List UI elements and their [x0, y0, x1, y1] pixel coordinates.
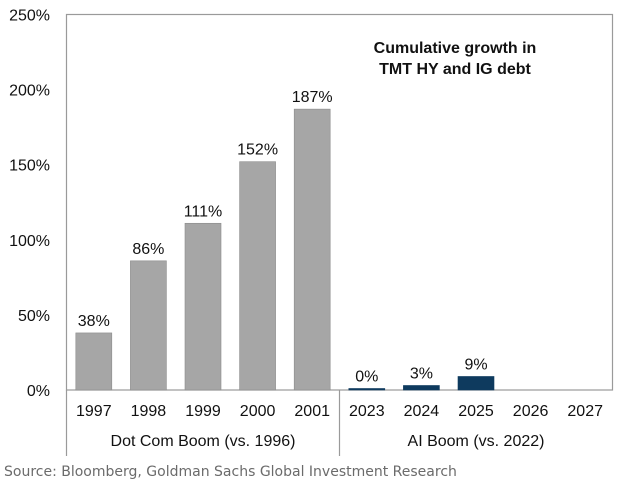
- x-tick-label: 1997: [76, 403, 112, 420]
- data-label-2001: 187%: [292, 89, 333, 106]
- bar-2023: [348, 388, 386, 391]
- bar-1997: [75, 332, 113, 391]
- x-tick-label: 2023: [349, 403, 385, 420]
- y-tick-label: 100%: [9, 233, 50, 250]
- x-tick-label: 2000: [240, 403, 276, 420]
- data-label-1999: 111%: [184, 203, 223, 220]
- bar-1998: [130, 260, 167, 391]
- y-tick-label: 150%: [9, 158, 50, 175]
- group-label-dotcom: Dot Com Boom (vs. 1996): [111, 433, 296, 450]
- bar-2024: [403, 385, 440, 391]
- y-tick-label: 0%: [27, 383, 50, 400]
- source-note: Source: Bloomberg, Goldman Sachs Global …: [4, 464, 457, 480]
- x-tick-label: 2001: [294, 403, 330, 420]
- x-tick-label: 2025: [458, 403, 494, 420]
- y-tick-label: 50%: [18, 308, 50, 325]
- bar-2000: [239, 161, 276, 391]
- bar-1999: [184, 222, 222, 391]
- chart-title-line-2: TMT HY and IG debt: [379, 61, 531, 78]
- data-label-2000: 152%: [237, 142, 278, 159]
- chart-title-line-1: Cumulative growth in: [374, 40, 537, 57]
- bar-2001: [293, 108, 331, 391]
- x-tick-label: 2027: [567, 403, 603, 420]
- x-tick-label: 1999: [185, 403, 221, 420]
- group-label-ai: AI Boom (vs. 2022): [408, 433, 545, 450]
- data-label-2023: 0%: [355, 369, 378, 386]
- x-tick-label: 2026: [513, 403, 549, 420]
- y-tick-label: 250%: [9, 8, 50, 25]
- y-tick-label: 200%: [9, 83, 50, 100]
- data-label-2024: 3%: [410, 365, 433, 382]
- x-tick-label: 1998: [131, 403, 167, 420]
- data-label-2025: 9%: [464, 356, 487, 373]
- bar-2025: [457, 376, 495, 391]
- data-label-1997: 38%: [78, 313, 110, 330]
- data-label-1998: 86%: [132, 241, 164, 258]
- x-tick-label: 2024: [404, 403, 440, 420]
